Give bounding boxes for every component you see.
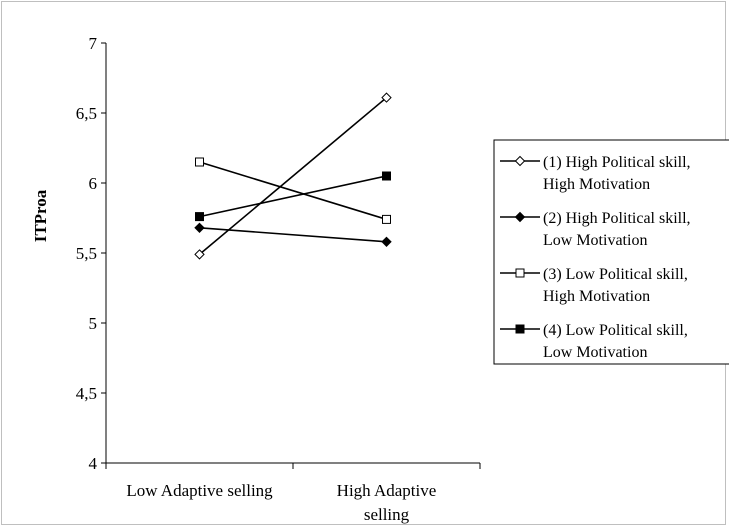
- series-1-point-2: [381, 92, 392, 103]
- series-2-point-1: [194, 222, 205, 234]
- series-3: [195, 157, 391, 224]
- y-tick-label: 4: [89, 454, 98, 473]
- y-tick-label: 5,5: [76, 244, 97, 263]
- series-2-line: [199, 227, 387, 243]
- y-tick-label: 6: [89, 174, 98, 193]
- legend-item-2: (2) High Political skill, Low Motivation: [500, 210, 691, 249]
- legend-box: [493, 139, 729, 365]
- y-tick-label: 6,5: [76, 104, 97, 123]
- legend-swatch-marker: [515, 324, 525, 334]
- series-4: [195, 171, 391, 222]
- legend-label: (3) Low Political skill, High Motivation: [543, 266, 688, 305]
- series-2-point-2: [381, 236, 392, 248]
- x-tick-label: Low Adaptive selling: [126, 481, 273, 500]
- y-tick-label: 4,5: [76, 384, 97, 403]
- series-4-point-2: [382, 171, 391, 181]
- legend-label: (1) High Political skill, High Motivation: [543, 154, 691, 193]
- series-2: [194, 222, 392, 248]
- y-tick-label: 7: [89, 34, 98, 53]
- legend-label: (4) Low Political skill, Low Motivation: [543, 322, 688, 361]
- legend-item-1: (1) High Political skill, High Motivation: [500, 154, 691, 193]
- legend-item-3: (3) Low Political skill, High Motivation: [500, 266, 688, 305]
- legend-swatch-marker: [514, 155, 526, 167]
- y-tick-label: 5: [89, 314, 98, 333]
- series-3-point-1: [195, 157, 204, 167]
- series-4-line: [199, 175, 387, 218]
- legend-label: (2) High Political skill, Low Motivation: [543, 210, 691, 249]
- axes: 4 4,5 5 5,5 6 6,5 7 Low Adaptive selling High Ad…: [76, 34, 481, 524]
- legend-swatch-marker: [514, 211, 526, 223]
- legend-item-4: (4) Low Political skill, Low Motivation: [500, 322, 688, 361]
- series-1-line: [198, 96, 388, 256]
- series-4-point-1: [195, 212, 204, 222]
- x-tick-label: High Adaptive selling: [337, 481, 437, 524]
- series-1: [194, 92, 392, 260]
- series-3-point-2: [382, 214, 391, 224]
- series-1-point-1: [194, 249, 205, 260]
- series-3-line: [199, 161, 387, 221]
- legend: (1) High Political skill, High Motivation…: [493, 139, 729, 365]
- legend-swatch-marker: [515, 268, 525, 278]
- series-layer: [194, 92, 392, 260]
- y-axis-title: ITProa: [31, 189, 50, 242]
